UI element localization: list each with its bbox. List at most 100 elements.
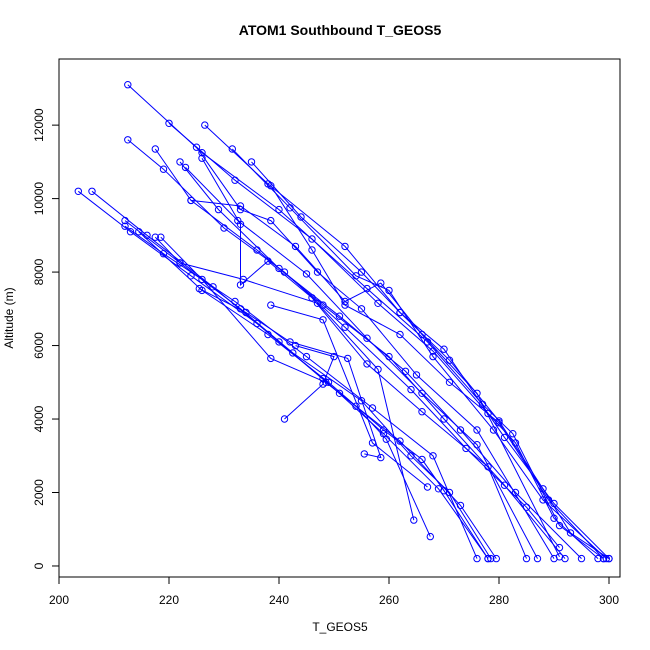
data-point [539, 496, 547, 504]
data-point [440, 487, 448, 495]
data-point [352, 272, 360, 280]
data-point [382, 435, 390, 443]
y-axis-label: Altitude (m) [2, 287, 16, 348]
data-point [418, 389, 426, 397]
profile-series [151, 233, 418, 524]
data-point [594, 554, 602, 563]
y-tick-label: 4000 [32, 405, 46, 432]
data-point [500, 433, 509, 442]
data-point [484, 409, 492, 418]
data-point [198, 149, 206, 157]
data-point [187, 196, 195, 205]
series-line [270, 304, 428, 488]
series-line [196, 146, 555, 559]
y-tick-label: 10000 [32, 182, 46, 216]
series-line [204, 124, 610, 560]
data-point [291, 341, 300, 350]
data-point [74, 187, 83, 196]
data-point [289, 349, 297, 357]
data-point [357, 268, 366, 276]
data-point [341, 297, 349, 306]
data-point [231, 176, 239, 184]
x-tick-label: 300 [599, 593, 619, 607]
data-point [440, 345, 448, 353]
data-point [228, 145, 237, 153]
data-point [159, 165, 168, 173]
data-point [121, 222, 129, 230]
data-point [195, 284, 204, 293]
data-point [429, 452, 437, 460]
data-point [401, 367, 410, 375]
series-layer [74, 81, 613, 563]
data-point [423, 483, 432, 491]
data-point [308, 246, 316, 254]
data-point [418, 330, 426, 339]
data-point [500, 481, 509, 489]
x-tick-label: 220 [159, 593, 179, 607]
profile-series [198, 154, 531, 563]
data-point [410, 516, 418, 524]
data-point [555, 553, 564, 561]
data-point [198, 154, 206, 162]
data-point [360, 450, 368, 458]
data-point [473, 426, 481, 434]
data-point [599, 554, 608, 563]
data-point [135, 228, 143, 236]
data-point [280, 415, 289, 423]
data-point [407, 452, 415, 460]
data-point [374, 299, 382, 307]
data-point [319, 316, 327, 324]
series-line [124, 225, 478, 559]
data-point [544, 496, 553, 504]
data-point [236, 220, 245, 229]
data-point [473, 441, 481, 449]
data-point [426, 532, 434, 541]
data-point [267, 354, 275, 363]
data-point [302, 352, 311, 361]
series-line [231, 148, 607, 559]
profile-series [192, 143, 558, 563]
data-point [267, 216, 275, 225]
data-point [209, 283, 217, 291]
series-line [190, 199, 560, 558]
data-point [198, 275, 206, 284]
data-point [330, 352, 338, 361]
data-point [151, 233, 160, 241]
data-point [605, 554, 613, 563]
series-line [270, 185, 604, 559]
data-point [368, 439, 377, 447]
y-axis: 0 2000 4000 6000 8000 10000 12000 [32, 108, 60, 569]
data-point [357, 397, 366, 405]
data-point [267, 301, 275, 309]
data-point [357, 305, 366, 313]
data-point [396, 308, 404, 317]
data-point [341, 323, 349, 331]
data-point [418, 408, 426, 416]
chart-title: ATOM1 Southbound T_GEOS5 [239, 22, 442, 38]
series-line [154, 148, 566, 559]
y-tick-label: 8000 [32, 258, 46, 285]
profile-series [187, 196, 564, 561]
data-point [181, 163, 190, 172]
data-point [126, 228, 135, 236]
x-axis: 200 220 240 260 280 300 [49, 576, 619, 607]
data-point [412, 371, 421, 379]
profile-series [124, 81, 608, 563]
data-point [377, 453, 385, 462]
series-line [251, 161, 610, 559]
data-point [511, 488, 520, 497]
data-point [533, 554, 542, 563]
data-point [231, 297, 239, 306]
data-point [157, 233, 165, 241]
data-point [297, 213, 305, 221]
profile-series [74, 187, 492, 563]
data-point [344, 354, 352, 363]
data-point [124, 136, 132, 144]
x-tick-label: 280 [489, 593, 509, 607]
data-point [440, 415, 448, 423]
series-line [201, 157, 527, 559]
data-point [291, 242, 300, 251]
data-point [302, 270, 311, 278]
